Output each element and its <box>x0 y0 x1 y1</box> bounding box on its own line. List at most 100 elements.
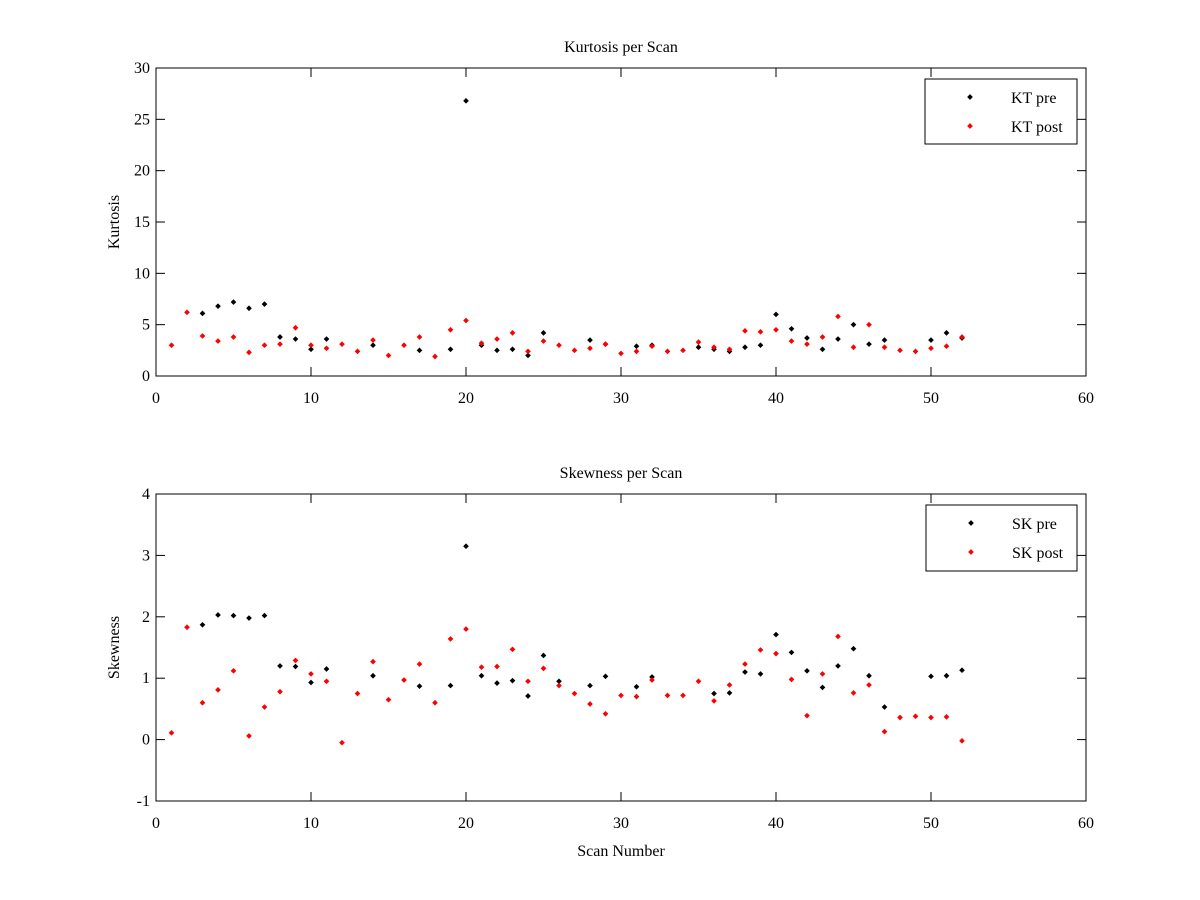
skewness-point-pre <box>308 679 314 686</box>
skewness-y-tick-label: 2 <box>142 609 150 626</box>
kurtosis-point-pre <box>928 337 934 343</box>
skewness-point-post <box>246 733 252 739</box>
kurtosis-point-post <box>633 348 640 355</box>
legend-marker-sk-pre <box>968 520 974 526</box>
skewness-x-tick-label: 40 <box>768 815 784 832</box>
skewness-point-post <box>726 682 733 688</box>
kurtosis-y-tick-label: 10 <box>134 265 150 282</box>
skewness-y-tick-label: 3 <box>142 547 150 564</box>
legend-label-kt-post: KT post <box>1011 119 1063 136</box>
skewness-point-pre <box>602 673 609 680</box>
skewness-point-pre <box>773 631 779 638</box>
kurtosis-point-post <box>695 339 702 345</box>
kurtosis-points <box>168 98 965 360</box>
skewness-point-post <box>292 657 299 664</box>
skewness-point-post <box>757 647 764 653</box>
kurtosis-y-axis-label: Kurtosis <box>106 195 123 249</box>
kurtosis-point-post <box>773 326 779 333</box>
kurtosis-point-pre <box>292 336 299 342</box>
skewness-point-post <box>556 682 562 689</box>
skewness-point-post <box>447 636 454 642</box>
kurtosis-point-post <box>618 350 624 357</box>
skewness-points <box>168 543 965 746</box>
skewness-point-pre <box>788 649 795 656</box>
skewness-point-pre <box>246 615 252 621</box>
kurtosis-y-tick-label: 15 <box>134 214 150 231</box>
kurtosis-point-pre <box>494 347 500 354</box>
skewness-point-pre <box>587 682 593 689</box>
kurtosis-y-tick-label: 20 <box>134 163 150 180</box>
kurtosis-point-pre <box>587 337 593 343</box>
kurtosis-x-tick-label: 40 <box>768 390 784 407</box>
skewness-point-post <box>385 696 392 703</box>
skewness-point-post <box>633 693 640 700</box>
skewness-point-post <box>912 713 919 720</box>
skewness-point-post <box>664 692 671 699</box>
legend-marker-kt-post <box>967 123 973 129</box>
skewness-point-pre <box>292 663 299 670</box>
skewness-point-post <box>602 710 609 717</box>
skewness-point-post <box>835 633 841 640</box>
skewness-legend: SK pre SK post <box>925 504 1078 572</box>
skewness-point-pre <box>199 621 206 628</box>
skewness-point-pre <box>757 671 764 677</box>
kurtosis-point-pre <box>215 303 221 310</box>
skewness-point-post <box>261 704 268 710</box>
kurtosis-point-post <box>277 341 283 348</box>
kurtosis-point-pre <box>866 341 872 348</box>
kurtosis-point-post <box>261 342 268 349</box>
kurtosis-point-pre <box>447 346 454 353</box>
kurtosis-legend-box <box>924 78 1078 145</box>
skewness-point-post <box>168 730 175 736</box>
skewness-chart-title: Skewness per Scan <box>560 465 683 482</box>
kurtosis-point-post <box>401 342 407 349</box>
skewness-point-pre <box>633 683 640 690</box>
kurtosis-point-post <box>525 348 531 355</box>
skewness-point-pre <box>230 612 237 619</box>
skewness-y-tick-label: 1 <box>142 670 150 687</box>
skewness-point-post <box>494 663 500 670</box>
skewness-point-post <box>370 658 376 665</box>
kurtosis-point-post <box>463 317 469 324</box>
kurtosis-point-pre <box>695 344 702 351</box>
skewness-point-post <box>478 664 485 670</box>
kurtosis-point-post <box>897 347 903 354</box>
skewness-y-tick-label: -1 <box>137 793 150 810</box>
skewness-x-tick-label: 10 <box>303 815 319 832</box>
skewness-point-pre <box>726 690 733 696</box>
kurtosis-point-post <box>571 347 578 354</box>
kurtosis-point-post <box>339 341 345 348</box>
skewness-point-pre <box>215 612 221 618</box>
skewness-point-pre <box>261 612 268 619</box>
kurtosis-point-post <box>664 348 671 355</box>
skewness-point-pre <box>370 672 376 679</box>
kurtosis-y-tick-label: 30 <box>134 60 150 77</box>
skewness-point-pre <box>525 693 531 699</box>
skewness-point-post <box>850 690 857 696</box>
skewness-point-pre <box>478 672 485 679</box>
skewness-point-post <box>463 626 469 632</box>
kurtosis-axes: 0 10 20 30 40 50 60 0 5 10 15 20 25 30 Kurtosis per S… <box>106 39 1094 407</box>
kurtosis-y-tick-label: 5 <box>142 317 150 334</box>
skewness-point-post <box>184 624 190 631</box>
skewness-point-pre <box>850 645 857 652</box>
kurtosis-x-tick-label: 20 <box>458 390 474 407</box>
kurtosis-point-pre <box>804 335 810 341</box>
skewness-point-pre <box>928 673 934 680</box>
kurtosis-point-post <box>246 349 252 356</box>
skewness-point-post <box>618 692 624 699</box>
skewness-point-pre <box>447 682 454 689</box>
skewness-point-pre <box>494 680 500 686</box>
kurtosis-point-post <box>168 342 175 349</box>
skewness-point-post <box>339 739 345 746</box>
skewness-point-pre <box>943 672 950 679</box>
skewness-point-post <box>215 687 221 693</box>
skewness-point-pre <box>416 683 423 690</box>
kurtosis-point-post <box>308 342 314 349</box>
kurtosis-point-post <box>804 341 810 348</box>
kurtosis-point-pre <box>633 343 640 350</box>
kurtosis-point-pre <box>277 334 283 340</box>
kurtosis-point-pre <box>230 299 237 305</box>
kurtosis-point-post <box>215 338 221 344</box>
